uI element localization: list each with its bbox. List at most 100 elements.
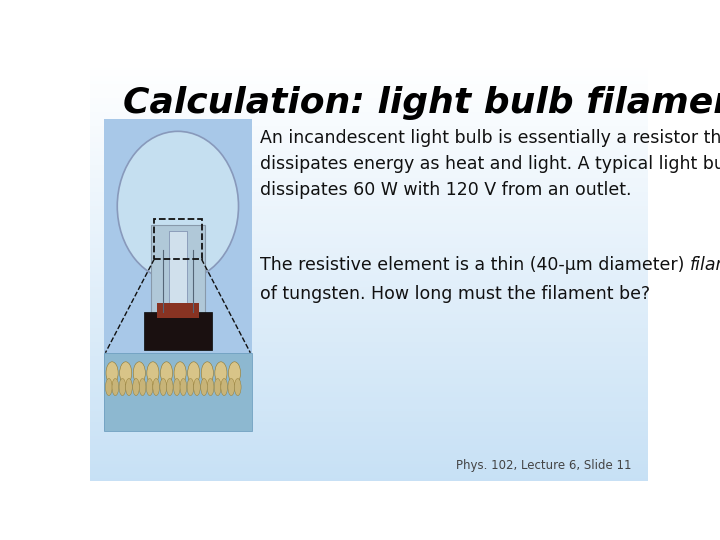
Bar xyxy=(90,73,648,76)
Bar xyxy=(90,287,648,289)
Ellipse shape xyxy=(153,379,159,396)
Bar xyxy=(90,392,648,395)
Ellipse shape xyxy=(221,379,228,396)
Ellipse shape xyxy=(187,379,194,396)
Bar xyxy=(90,367,648,370)
Ellipse shape xyxy=(132,379,140,396)
Bar xyxy=(90,409,648,411)
Ellipse shape xyxy=(228,379,235,396)
Bar xyxy=(90,428,648,431)
Bar xyxy=(90,431,648,434)
Bar xyxy=(90,422,648,425)
Bar xyxy=(90,173,648,176)
Bar xyxy=(90,76,648,79)
Bar xyxy=(90,389,648,392)
Bar xyxy=(90,289,648,292)
Ellipse shape xyxy=(106,379,112,396)
Bar xyxy=(90,148,648,151)
Bar xyxy=(90,198,648,201)
Bar xyxy=(90,265,648,267)
Bar xyxy=(90,284,648,287)
Bar xyxy=(90,123,648,126)
Bar xyxy=(90,95,648,98)
Bar xyxy=(90,131,648,134)
Bar xyxy=(90,475,648,478)
Bar xyxy=(90,256,648,259)
Bar xyxy=(90,364,648,367)
Bar xyxy=(90,467,648,469)
Bar xyxy=(90,212,648,214)
Ellipse shape xyxy=(166,379,173,396)
Bar xyxy=(90,458,648,461)
Bar xyxy=(90,170,648,173)
Bar xyxy=(90,414,648,417)
Bar xyxy=(151,225,204,319)
Bar xyxy=(90,309,648,312)
Bar xyxy=(90,206,648,209)
Ellipse shape xyxy=(133,362,145,384)
Bar xyxy=(90,104,648,106)
Bar xyxy=(90,184,648,187)
Ellipse shape xyxy=(188,362,199,384)
Bar xyxy=(90,237,648,239)
Bar xyxy=(90,118,648,120)
Bar xyxy=(90,226,648,228)
Bar xyxy=(90,436,648,439)
Ellipse shape xyxy=(174,362,186,384)
Bar xyxy=(90,444,648,447)
Bar xyxy=(90,450,648,453)
Bar xyxy=(90,356,648,359)
Bar xyxy=(90,153,648,156)
Bar xyxy=(90,425,648,428)
Bar xyxy=(90,228,648,231)
Bar xyxy=(90,259,648,261)
Bar xyxy=(90,137,648,140)
Bar xyxy=(90,275,648,278)
Bar xyxy=(90,195,648,198)
Bar xyxy=(90,383,648,386)
Bar xyxy=(90,326,648,328)
Bar xyxy=(90,84,648,87)
Bar xyxy=(90,420,648,422)
Bar xyxy=(90,472,648,475)
Ellipse shape xyxy=(228,362,240,384)
Text: Calculation: light bulb filament: Calculation: light bulb filament xyxy=(124,85,720,119)
Ellipse shape xyxy=(202,362,213,384)
Bar xyxy=(90,348,648,350)
Bar xyxy=(90,239,648,242)
Bar xyxy=(90,442,648,444)
Bar xyxy=(90,373,648,375)
Ellipse shape xyxy=(117,131,238,281)
Bar xyxy=(90,109,648,112)
Bar xyxy=(90,345,648,348)
Ellipse shape xyxy=(201,379,207,396)
Bar xyxy=(90,273,648,275)
Bar xyxy=(90,92,648,95)
Bar xyxy=(90,281,648,284)
Bar xyxy=(90,214,648,217)
Bar xyxy=(90,234,648,237)
Bar xyxy=(90,453,648,456)
Ellipse shape xyxy=(119,379,126,396)
Bar xyxy=(90,242,648,245)
Bar xyxy=(90,129,648,131)
Ellipse shape xyxy=(194,379,200,396)
Bar xyxy=(90,464,648,467)
Bar xyxy=(90,361,648,364)
Bar xyxy=(90,439,648,442)
Text: An incandescent light bulb is essentially a resistor that
dissipates energy as h: An incandescent light bulb is essentiall… xyxy=(260,129,720,199)
Text: of tungsten. How long must the filament be?: of tungsten. How long must the filament … xyxy=(260,285,650,303)
Ellipse shape xyxy=(174,379,180,396)
Bar xyxy=(104,353,252,431)
Bar xyxy=(90,253,648,256)
Bar xyxy=(90,397,648,400)
Bar xyxy=(90,178,648,181)
Bar xyxy=(90,106,648,109)
Ellipse shape xyxy=(147,362,159,384)
Bar xyxy=(90,320,648,322)
Bar xyxy=(90,295,648,298)
Bar xyxy=(90,339,648,342)
Bar xyxy=(90,303,648,306)
Bar xyxy=(90,140,648,143)
Bar xyxy=(90,298,648,300)
